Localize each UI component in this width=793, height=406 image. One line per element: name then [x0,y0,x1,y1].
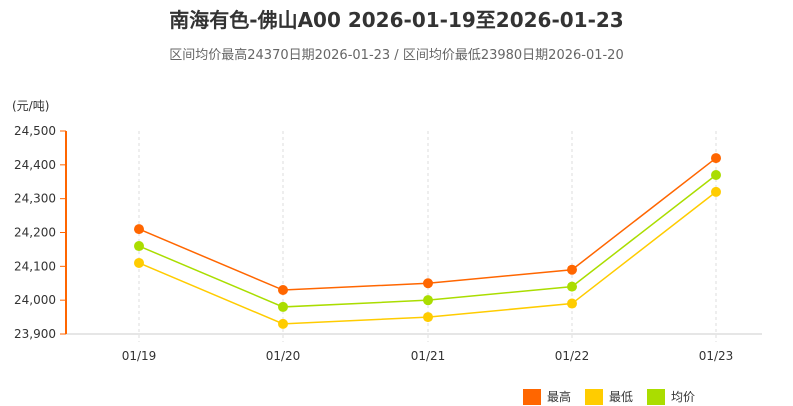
data-point [134,257,144,268]
data-point [423,278,433,289]
data-point [278,285,288,296]
y-tick-label: 24,000 [14,293,56,307]
x-tick-label: 01/21 [411,349,446,363]
legend: 最高 最低 均价 [523,388,695,405]
x-tick-label: 01/20 [266,349,301,363]
legend-item-avg[interactable]: 均价 [647,388,695,405]
y-tick-label: 24,400 [14,158,56,172]
y-tick-label: 24,200 [14,226,56,240]
chart-title: 南海有色-佛山A00 2026-01-19至2026-01-23 [169,8,624,32]
y-axis-unit: (元/吨) [12,99,50,113]
chart-subtitle: 区间均价最高24370日期2026-01-23 / 区间均价最低23980日期2… [169,48,624,63]
data-point [567,281,577,292]
data-point [278,318,288,329]
swatch-icon [585,388,604,405]
legend-item-high[interactable]: 最高 [523,388,571,405]
data-point [423,312,433,323]
data-point [278,301,288,312]
legend-item-low[interactable]: 最低 [585,388,633,405]
data-point [567,298,577,309]
y-tick-label: 24,300 [14,192,56,206]
y-tick-label: 23,900 [14,327,56,341]
x-tick-label: 01/19 [122,349,157,363]
data-point [711,169,721,180]
data-point [711,153,721,164]
data-point [134,241,144,252]
x-tick-label: 01/23 [699,349,734,363]
y-tick-label: 24,500 [14,124,56,138]
x-tick-label: 01/22 [555,349,590,363]
data-point [134,224,144,235]
swatch-icon [647,388,666,405]
swatch-icon [523,388,541,405]
data-point [711,186,721,197]
y-tick-label: 24,100 [14,259,56,273]
data-point [423,295,433,306]
data-point [567,264,577,275]
